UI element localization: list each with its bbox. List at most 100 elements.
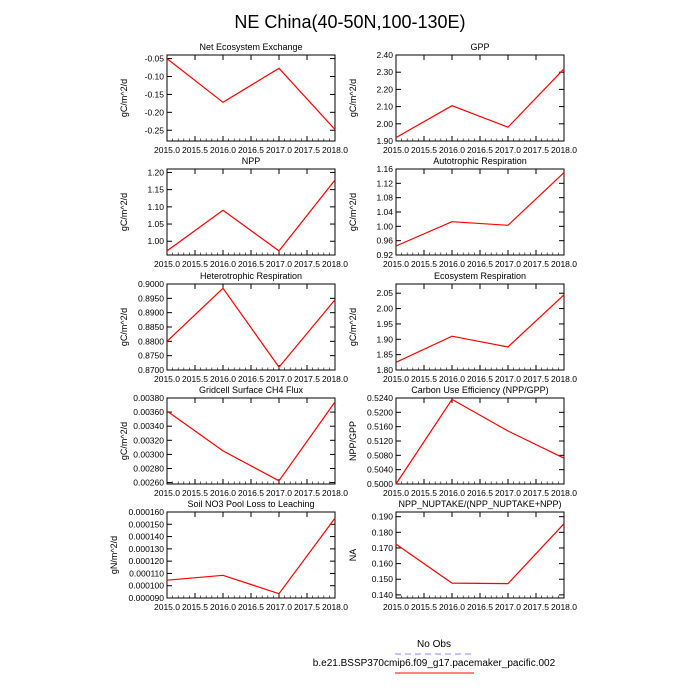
x-tick-label: 2016.5 (238, 488, 264, 498)
series-line (395, 294, 565, 363)
y-tick-label: 0.00340 (133, 421, 164, 431)
y-tick-label: 0.8950 (138, 293, 164, 303)
x-tick-label: 2017.0 (266, 374, 292, 384)
x-tick-label: 2015.5 (182, 259, 208, 269)
x-tick-label: 2015.5 (182, 488, 208, 498)
x-tick-label: 2015.0 (154, 145, 180, 155)
y-axis-label: gC/m^2/d (348, 79, 358, 117)
x-tick-label: 2017.0 (495, 602, 521, 612)
x-tick-label: 2017.5 (294, 374, 320, 384)
y-tick-label: 0.000100 (129, 581, 165, 591)
x-tick-label: 2015.0 (154, 259, 180, 269)
panel-title: Ecosystem Respiration (434, 271, 526, 281)
series-line (166, 401, 336, 482)
x-tick-label: 2017.0 (495, 488, 521, 498)
y-tick-label: 1.95 (376, 319, 393, 329)
y-axis-label: gC/m^2/d (119, 308, 129, 346)
x-tick-label: 2016.0 (439, 145, 465, 155)
x-tick-label: 2015.5 (411, 374, 437, 384)
x-tick-label: 2015.5 (182, 374, 208, 384)
panel-title: Net Ecosystem Exchange (199, 42, 302, 52)
y-tick-label: 2.40 (376, 50, 393, 60)
panel-title: Autotrophic Respiration (433, 156, 527, 166)
x-tick-label: 2016.5 (467, 259, 493, 269)
x-tick-label: 2017.5 (523, 145, 549, 155)
x-tick-label: 2017.5 (294, 602, 320, 612)
panel-title: Soil NO3 Pool Loss to Leaching (187, 499, 314, 509)
x-tick-label: 2016.5 (238, 602, 264, 612)
y-tick-label: 0.5240 (367, 393, 393, 403)
x-tick-label: 2017.0 (495, 259, 521, 269)
series-line (395, 172, 565, 247)
y-tick-label: 0.00300 (133, 449, 164, 459)
y-tick-label: -0.20 (145, 107, 165, 117)
y-tick-label: 1.08 (376, 193, 393, 203)
x-tick-label: 2015.5 (182, 145, 208, 155)
y-tick-label: 1.80 (376, 365, 393, 375)
x-tick-label: 2016.0 (439, 374, 465, 384)
y-tick-label: 1.90 (376, 136, 393, 146)
x-tick-label: 2017.0 (495, 374, 521, 384)
x-tick-label: 2018.0 (322, 145, 348, 155)
y-tick-label: 0.5160 (367, 422, 393, 432)
x-tick-label: 2015.0 (154, 374, 180, 384)
y-tick-label: 0.5200 (367, 407, 393, 417)
y-tick-label: 2.10 (376, 102, 393, 112)
series-line (395, 68, 565, 139)
y-axis-label: gC/m^2/d (348, 308, 358, 346)
plot-frame (166, 397, 336, 485)
y-tick-label: 0.5040 (367, 465, 393, 475)
panel-8: Carbon Use Efficiency (NPP/GPP)2015.0 201… (348, 385, 577, 498)
panel-9: Soil NO3 Pool Loss to Leaching 2015.0 2015… (109, 499, 348, 612)
y-tick-label: 0.00320 (133, 435, 164, 445)
plot-frame (395, 397, 565, 485)
x-tick-label: 2016.0 (210, 374, 236, 384)
x-tick-label: 2015.0 (383, 602, 409, 612)
x-tick-label: 2017.0 (266, 259, 292, 269)
x-tick-label: 2016.5 (238, 145, 264, 155)
x-tick-label: 2016.5 (238, 374, 264, 384)
x-tick-label: 2017.0 (495, 145, 521, 155)
x-tick-label: 2018.0 (322, 259, 348, 269)
figure-title: NE China(40-50N,100-130E) (234, 12, 465, 32)
y-tick-label: 0.92 (376, 250, 393, 260)
x-tick-label: 2016.0 (439, 602, 465, 612)
x-tick-label: 2015.5 (411, 259, 437, 269)
y-tick-label: 1.90 (376, 334, 393, 344)
legend-case-label: b.e21.BSSP370cmip6.f09_g17.pacemaker_pac… (313, 658, 556, 669)
x-tick-label: 2018.0 (322, 488, 348, 498)
y-tick-label: 0.5000 (367, 479, 393, 489)
x-tick-label: 2016.0 (439, 259, 465, 269)
y-axis-label: gC/m^2/d (119, 193, 129, 231)
y-axis-label: gC/m^2/d (119, 422, 129, 460)
y-tick-label: 2.30 (376, 67, 393, 77)
x-tick-label: 2018.0 (322, 602, 348, 612)
y-tick-label: 0.000120 (129, 556, 165, 566)
x-tick-label: 2015.0 (154, 488, 180, 498)
panel-title: NPP (242, 156, 261, 166)
y-tick-label: 0.96 (376, 236, 393, 246)
x-tick-label: 2016.5 (238, 259, 264, 269)
y-tick-label: 1.00 (376, 221, 393, 231)
y-tick-label: 2.00 (376, 304, 393, 314)
plot-frame (166, 54, 336, 142)
y-tick-label: 1.16 (376, 164, 393, 174)
y-axis-label: NPP/GPP (348, 421, 358, 461)
y-tick-label: 1.05 (147, 219, 164, 229)
y-tick-label: 1.04 (376, 207, 393, 217)
y-axis-label: gC/m^2/d (348, 193, 358, 231)
x-tick-label: 2016.5 (467, 602, 493, 612)
x-tick-label: 2018.0 (551, 488, 577, 498)
x-tick-label: 2018.0 (551, 259, 577, 269)
y-tick-label: 1.15 (147, 185, 164, 195)
y-tick-label: 0.160 (372, 559, 394, 569)
x-tick-label: 2016.5 (467, 488, 493, 498)
y-tick-label: 0.190 (372, 512, 394, 522)
y-tick-label: 2.00 (376, 119, 393, 129)
panel-3: NPP 2015.0 2015.5 2016.0 2016.5 2017.0 2017.5 2… (119, 156, 348, 269)
